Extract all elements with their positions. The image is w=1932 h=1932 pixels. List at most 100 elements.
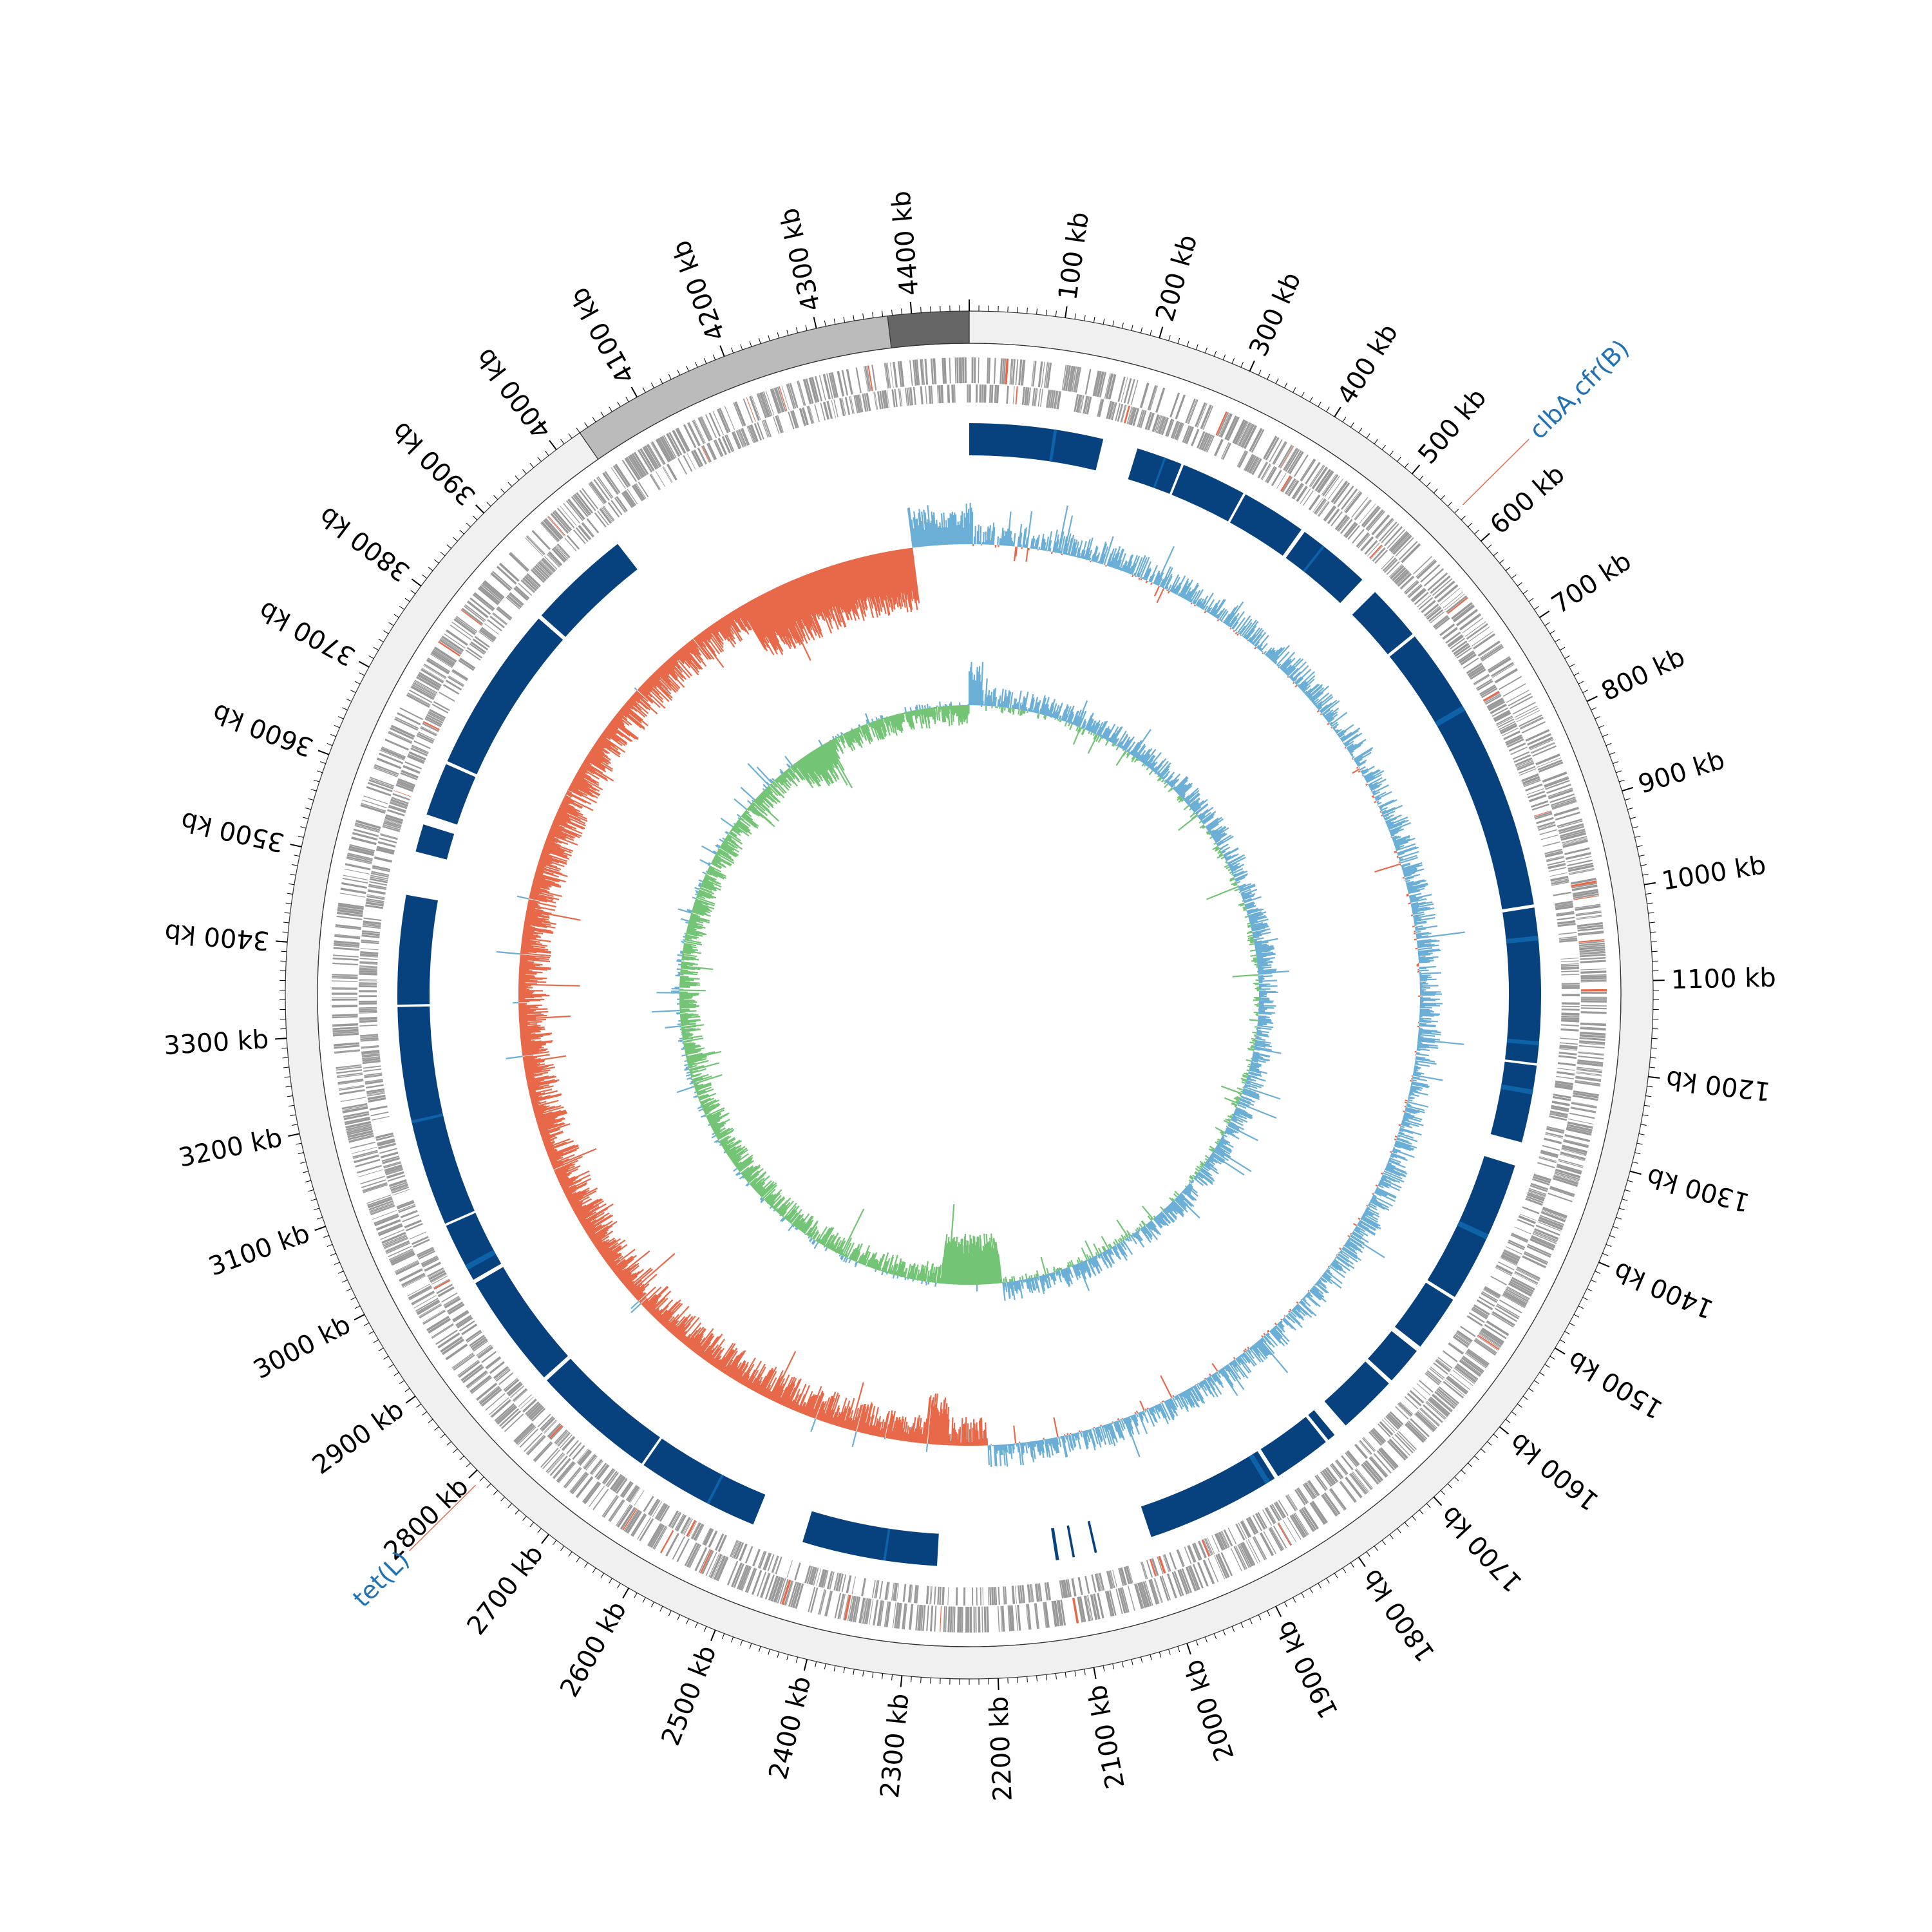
cds-feature — [799, 408, 806, 426]
cds-feature — [564, 1468, 582, 1489]
major-tick — [275, 1037, 287, 1040]
cds-feature — [1324, 475, 1340, 498]
gc-content-bar — [1379, 811, 1381, 813]
gc-content-bar — [1406, 880, 1426, 886]
cds-feature — [1073, 366, 1079, 393]
gc-content-bar — [1351, 754, 1354, 757]
gc-content-bar — [883, 1410, 890, 1438]
gc-content-bar — [536, 1116, 558, 1124]
gc-content-bar — [1410, 1085, 1423, 1090]
cds-feature — [332, 992, 358, 994]
gc-content-bar — [980, 1418, 982, 1446]
gc-content-bar — [1283, 664, 1292, 673]
tick-label: 2900 kb — [307, 1395, 410, 1481]
cds-feature — [342, 877, 368, 884]
cds-feature — [1056, 391, 1062, 410]
cds-feature — [644, 445, 659, 469]
cds-feature — [362, 1057, 381, 1060]
cds-feature — [1561, 836, 1587, 844]
cds-feature — [404, 761, 422, 770]
cds-feature — [735, 1542, 744, 1560]
cds-feature — [1139, 383, 1150, 408]
gc-content-bar — [1399, 857, 1401, 860]
cds-feature — [533, 567, 547, 581]
cds-feature — [630, 1513, 646, 1536]
minor-tick — [584, 422, 589, 428]
gc-content-bar — [549, 1152, 564, 1159]
gc-content-bar — [782, 1381, 795, 1406]
cds-feature — [981, 1606, 983, 1633]
cds-feature — [1245, 1540, 1258, 1564]
cds-feature — [332, 1016, 358, 1019]
tick-label: 2200 kb — [984, 1696, 1018, 1802]
cds-feature — [1418, 597, 1434, 610]
cds-feature — [1550, 797, 1576, 806]
gc-content-bar — [1266, 647, 1275, 658]
gc-content-bar — [1144, 567, 1151, 581]
gc-content-bar — [1202, 592, 1214, 611]
gc-content-bar — [1404, 1113, 1415, 1117]
minor-tick — [795, 327, 799, 334]
cds-feature — [345, 863, 371, 871]
gc-content-bar — [1182, 579, 1193, 599]
gc-content-bar — [1317, 1280, 1327, 1289]
cds-feature — [1382, 1419, 1396, 1433]
cds-feature — [706, 443, 715, 460]
gc-content-bar — [533, 880, 551, 887]
cds-feature — [1097, 399, 1103, 417]
cds-feature — [1117, 403, 1124, 422]
cds-feature — [553, 509, 573, 531]
gc-content-bar — [1289, 661, 1307, 679]
cds-feature — [402, 1275, 426, 1288]
cds-feature — [1528, 1191, 1546, 1198]
cds-feature — [1032, 388, 1036, 406]
cds-feature — [1246, 455, 1257, 473]
cds-feature — [1197, 403, 1208, 428]
cds-feature — [450, 624, 471, 641]
cds-feature — [337, 1074, 363, 1079]
cds-feature — [567, 498, 585, 520]
cds-feature — [509, 1385, 524, 1398]
gc-content-bar — [1364, 770, 1381, 780]
gc-content-bar — [1323, 1273, 1342, 1289]
cds-feature — [1294, 1512, 1309, 1535]
cds-feature — [1240, 1520, 1251, 1539]
gc-content-bar — [1368, 781, 1379, 788]
minor-tick — [568, 1551, 573, 1557]
cds-feature — [1557, 920, 1576, 925]
cds-feature — [1466, 662, 1482, 674]
cds-feature — [1010, 1605, 1015, 1631]
cds-feature — [1514, 1273, 1538, 1285]
gc-content-bar — [827, 1392, 839, 1424]
cds-feature — [649, 474, 660, 491]
gc-content-bar — [1394, 837, 1416, 847]
minor-tick — [882, 1673, 884, 1680]
gc-content-bar — [529, 1092, 542, 1096]
gc-content-bar — [1125, 1417, 1132, 1431]
gc-content-bar — [860, 1404, 869, 1433]
gc-content-bar — [716, 1356, 726, 1369]
cds-feature — [359, 958, 378, 960]
gc-content-bar — [1368, 783, 1373, 787]
cds-feature — [1223, 1529, 1233, 1547]
gc-content-bar — [825, 1397, 835, 1423]
cds-feature — [713, 440, 723, 457]
cds-feature — [370, 1203, 395, 1213]
cds-feature — [753, 422, 762, 441]
gc-content-bar — [724, 1355, 739, 1375]
cds-feature — [1503, 1291, 1528, 1305]
gc-content-bar — [1370, 785, 1380, 791]
cds-feature — [1527, 733, 1552, 746]
tick-label: 900 kb — [1635, 745, 1728, 800]
gc-content-bar — [1377, 802, 1379, 804]
blast-block — [1260, 1417, 1326, 1477]
cds-feature — [1580, 953, 1606, 958]
cds-feature — [563, 1466, 582, 1488]
gc-content-bar — [1178, 1394, 1189, 1412]
gc-content-bar — [1037, 1440, 1041, 1456]
gc-content-bar — [584, 1224, 595, 1231]
gc-content-bar — [895, 1417, 901, 1440]
cds-feature — [1063, 365, 1069, 391]
cds-feature — [1579, 944, 1605, 948]
cds-feature — [494, 1403, 515, 1422]
